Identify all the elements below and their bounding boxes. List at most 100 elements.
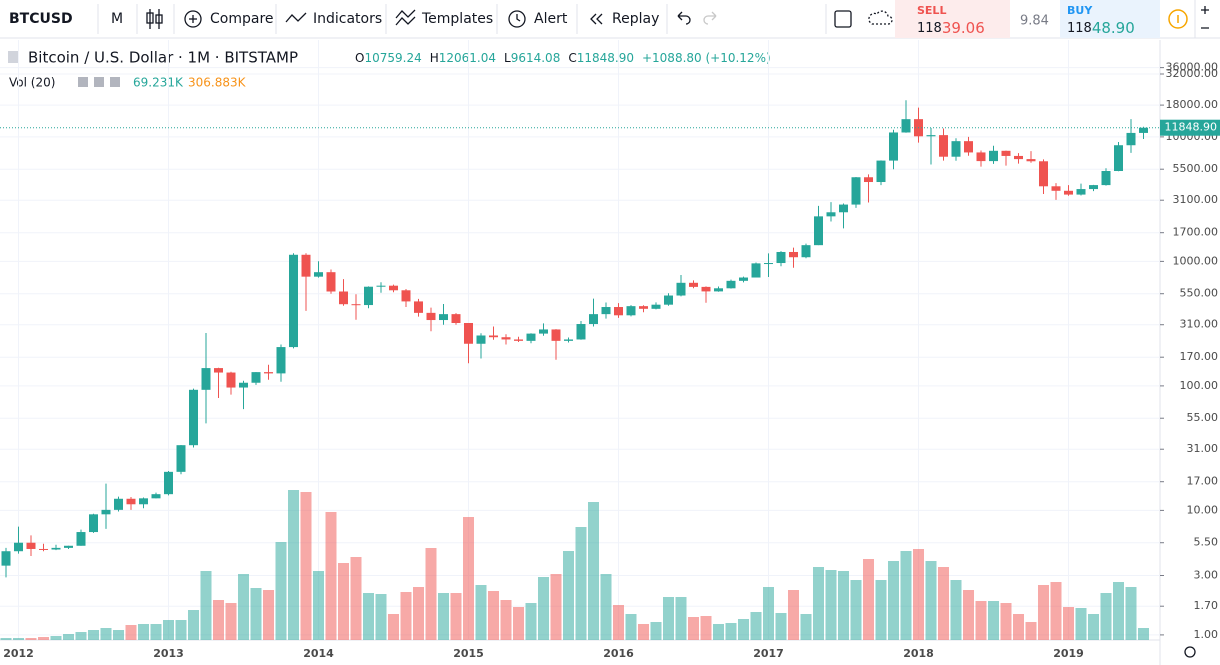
- candle-body: [151, 494, 161, 499]
- x-tick-label: 2014: [303, 647, 334, 660]
- candle-body: [689, 282, 698, 287]
- candle-body: [376, 285, 386, 287]
- vol-gear[interactable]: [94, 77, 104, 87]
- vol-close[interactable]: [110, 77, 120, 87]
- chart-style-icon[interactable]: [146, 9, 163, 29]
- ohlc-value: 9614.08: [511, 51, 561, 65]
- fullscreen-icon[interactable]: [834, 10, 852, 28]
- candle-body: [901, 119, 911, 133]
- candle-body: [751, 263, 761, 278]
- candle-body: [589, 314, 598, 325]
- candle-body: [1001, 150, 1011, 156]
- x-tick-label: 2018: [903, 647, 934, 660]
- templates-icon[interactable]: [395, 9, 416, 26]
- redo[interactable]: [703, 11, 717, 25]
- volume-bar: [688, 617, 699, 640]
- volume-bar: [875, 580, 887, 640]
- candle-body: [1126, 132, 1136, 146]
- volume-bar: [138, 624, 149, 640]
- volume-bar: [663, 597, 674, 640]
- volume-bar: [150, 624, 162, 640]
- info-icon[interactable]: [1168, 9, 1188, 29]
- symbol[interactable]: BTCUSD: [9, 11, 73, 27]
- candle-body: [476, 335, 486, 344]
- candle-body: [289, 254, 298, 348]
- last-price-label: 11848.90: [1165, 121, 1218, 134]
- alert[interactable]: Alert: [534, 11, 568, 27]
- volume-bar: [1038, 585, 1049, 640]
- candle-body: [801, 245, 811, 258]
- compare-icon[interactable]: [184, 10, 202, 28]
- alert-icon[interactable]: [508, 10, 526, 28]
- templates[interactable]: Templates: [421, 11, 493, 27]
- legend: Bitcoin / U.S. Dollar · 1M · BITSTAMP O1…: [8, 49, 771, 90]
- candle-body: [701, 286, 711, 292]
- settings-icon[interactable]: [1184, 646, 1196, 658]
- volume-bar: [475, 585, 487, 640]
- volume-bar: [13, 638, 24, 640]
- x-tick-label: 2015: [453, 647, 484, 660]
- zoom-buttons[interactable]: [1201, 6, 1209, 29]
- candle-body: [714, 288, 723, 292]
- volume-bar: [175, 620, 187, 640]
- candle-body: [1139, 127, 1148, 133]
- candle-body: [389, 285, 398, 291]
- volume-bar: [0, 638, 12, 640]
- volume-bar: [1000, 603, 1012, 640]
- buy-price-big: 48.90: [1092, 19, 1135, 37]
- candle-body: [339, 291, 348, 305]
- replay[interactable]: Replay: [612, 11, 659, 27]
- volume-bar: [963, 590, 974, 640]
- vol-settings[interactable]: [78, 77, 88, 87]
- volume-value: 69.231K: [133, 76, 184, 90]
- volume-bar: [338, 563, 349, 640]
- y-tick-label: 170.00: [1180, 350, 1219, 363]
- x-tick-label: 2013: [153, 647, 184, 660]
- candle-body: [489, 335, 498, 338]
- sell-label: SELL: [917, 4, 946, 17]
- candle-body: [426, 312, 436, 321]
- y-tick-label: 3100.00: [1173, 193, 1219, 206]
- sell-price: 11839.06: [917, 19, 985, 37]
- toolbar: BTCUSD M Compare Indicators Templates Al…: [0, 0, 1220, 39]
- candle-body: [314, 272, 323, 277]
- volume-bar: [163, 620, 174, 640]
- replay-icon[interactable]: [590, 13, 603, 25]
- volume-bar: [125, 625, 137, 640]
- candle-body: [651, 304, 661, 309]
- ohlc-key: C: [568, 51, 576, 65]
- volume-bar: [775, 613, 787, 640]
- buy-panel[interactable]: [1060, 0, 1160, 38]
- volume-bar: [850, 580, 862, 640]
- candle-body: [776, 251, 786, 264]
- volume-bar: [438, 593, 449, 640]
- last-price-tag: [1160, 119, 1220, 136]
- indicators-icon[interactable]: [285, 12, 307, 23]
- interval[interactable]: M: [111, 11, 123, 27]
- volume-bar: [1100, 593, 1112, 640]
- candle-body: [1064, 190, 1073, 195]
- candle-body: [626, 306, 636, 316]
- volume-bar: [1013, 614, 1024, 640]
- undo[interactable]: [677, 11, 691, 25]
- volume-bar: [1088, 614, 1099, 640]
- volume-bar: [575, 527, 587, 640]
- x-tick-label: 2012: [3, 647, 34, 660]
- y-tick-label: 1000.00: [1173, 254, 1219, 267]
- compare[interactable]: Compare: [210, 11, 274, 27]
- volume-bar: [463, 517, 474, 640]
- volume-bar: [100, 628, 112, 640]
- candle-body: [1089, 185, 1098, 190]
- volume-bar: [938, 567, 949, 640]
- sell-panel[interactable]: [895, 0, 1010, 38]
- y-tick-label: 31.00: [1187, 442, 1219, 455]
- volume-bar: [950, 580, 962, 640]
- cloud-icon[interactable]: [868, 10, 893, 25]
- volume-bar: [1075, 608, 1087, 640]
- volume-bar: [700, 616, 712, 640]
- y-tick-label: 1.00: [1194, 628, 1219, 641]
- volume-bar: [563, 551, 574, 640]
- candle-body: [176, 445, 186, 472]
- indicators[interactable]: Indicators: [313, 11, 382, 27]
